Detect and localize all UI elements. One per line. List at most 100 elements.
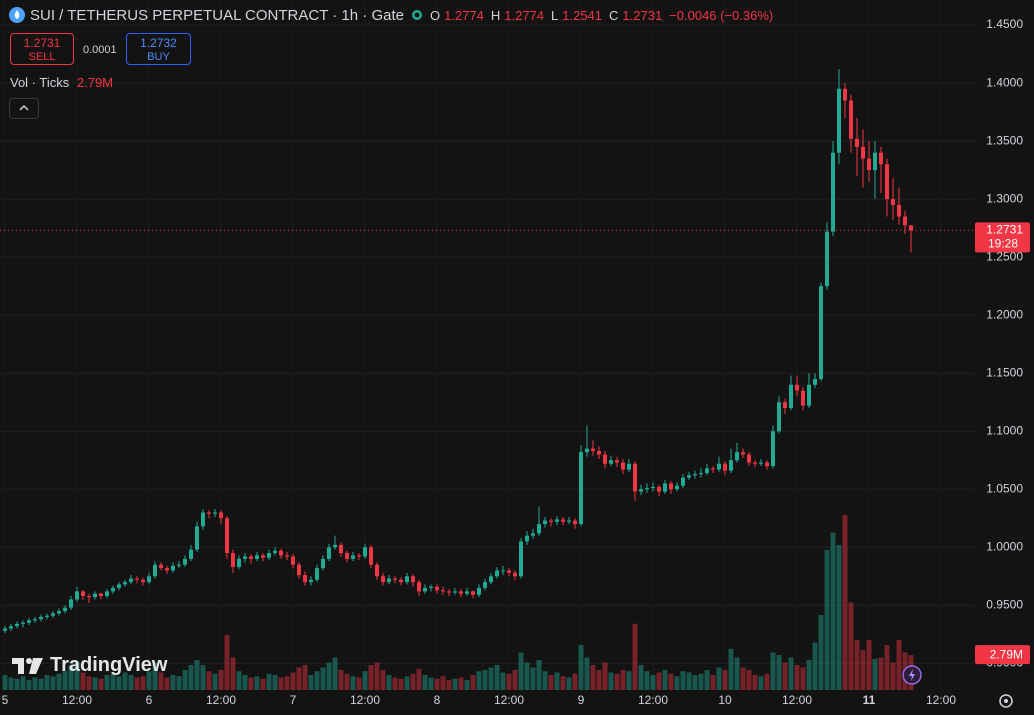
volume-bar	[146, 671, 152, 690]
collapse-button[interactable]	[9, 98, 39, 119]
volume-bar	[278, 677, 284, 690]
volume-bar	[104, 675, 110, 690]
low-value: 1.2541	[562, 7, 603, 23]
volume-bar	[74, 661, 80, 690]
candle-body	[140, 579, 145, 583]
candle-body	[296, 564, 301, 576]
candle-body	[158, 564, 163, 569]
volume-bar	[26, 680, 32, 690]
candle-body	[680, 477, 685, 486]
candle-body	[44, 615, 49, 617]
volume-bar	[830, 532, 836, 690]
y-tick-label: 1.0000	[986, 539, 1023, 553]
candle-body	[710, 468, 715, 470]
volume-bar	[218, 670, 224, 690]
candle-body	[38, 616, 43, 620]
volume-bar	[14, 678, 20, 690]
candle-body	[590, 448, 595, 451]
buy-button[interactable]: 1.2732 BUY	[126, 33, 191, 65]
volume-bar	[416, 668, 422, 690]
volume-bar	[710, 675, 716, 690]
candle-body	[8, 626, 13, 629]
volume-bar	[854, 640, 860, 690]
y-tick-label: 0.9500	[986, 597, 1023, 611]
candle-body	[398, 579, 403, 583]
candle-body	[494, 570, 499, 577]
spread: 0.0001	[83, 44, 117, 56]
alert-bolt	[909, 669, 915, 681]
candle-body	[734, 452, 739, 461]
volume-bar	[62, 671, 68, 690]
volume-bar	[458, 677, 464, 690]
candle-body	[650, 486, 655, 489]
candle-body	[518, 541, 523, 577]
candle-body	[506, 570, 511, 573]
buy-price: 1.2732	[140, 36, 177, 50]
y-tick-label: 1.4000	[986, 75, 1023, 89]
candle-body	[818, 286, 823, 380]
candle-body	[614, 460, 619, 463]
candle-body	[284, 555, 289, 557]
volume-bar	[482, 670, 488, 690]
candle-body	[206, 512, 211, 514]
volume-bar	[38, 678, 44, 690]
candle-body	[86, 596, 91, 598]
volume-bar	[608, 672, 614, 690]
candle-body	[26, 620, 31, 623]
volume-bar	[428, 677, 434, 690]
candle-body	[32, 619, 37, 621]
candle-body	[842, 88, 847, 101]
candle-body	[758, 462, 763, 464]
volume-bar	[410, 673, 416, 690]
candle-body	[386, 578, 391, 583]
volume-bar	[536, 660, 542, 690]
candle-body	[746, 454, 751, 463]
volume-bar	[116, 676, 122, 690]
volume-bar	[680, 671, 686, 690]
volume-bar	[392, 677, 398, 690]
volume-bar	[860, 650, 866, 690]
candle-body	[344, 553, 349, 559]
candle-body	[500, 570, 505, 572]
volume-bar	[260, 678, 266, 690]
volume-bar	[350, 676, 356, 690]
volume-bar	[122, 672, 128, 690]
volume-bar	[68, 665, 74, 690]
volume-bar	[734, 657, 740, 690]
candle-body	[536, 524, 541, 534]
volume-bar	[512, 670, 518, 690]
candle-body	[188, 549, 193, 559]
sell-button[interactable]: 1.2731 SELL	[10, 33, 74, 65]
volume-bar	[866, 640, 872, 690]
candle-body	[464, 591, 469, 594]
candle-body	[788, 384, 793, 409]
volume-bar	[518, 652, 524, 690]
candle-body	[194, 526, 199, 550]
volume-bar	[668, 673, 674, 690]
candle-body	[110, 587, 115, 592]
candle-body	[728, 460, 733, 471]
alert-icon[interactable]	[902, 665, 922, 685]
candle-body	[662, 483, 667, 492]
volume-bar	[674, 676, 680, 690]
y-tick-label: 1.1500	[986, 365, 1023, 379]
candle-body	[770, 431, 775, 467]
volume-bar	[98, 678, 104, 690]
candle-body	[632, 463, 637, 492]
x-tick-label: 12:00	[638, 693, 668, 707]
candle-body	[890, 199, 895, 205]
candle-body	[608, 460, 613, 464]
candle-body	[380, 576, 385, 583]
candle-body	[260, 555, 265, 558]
price-axis-bg	[975, 0, 1034, 715]
candles	[2, 69, 913, 634]
candle-body	[560, 519, 565, 522]
settings-icon[interactable]	[999, 694, 1013, 708]
candle-body	[212, 512, 217, 514]
volume-bar	[332, 657, 338, 690]
high-value: 1.2774	[504, 7, 545, 23]
x-tick-label: 11	[863, 693, 876, 707]
volume-bar	[56, 673, 62, 690]
volume-bar	[302, 665, 308, 690]
